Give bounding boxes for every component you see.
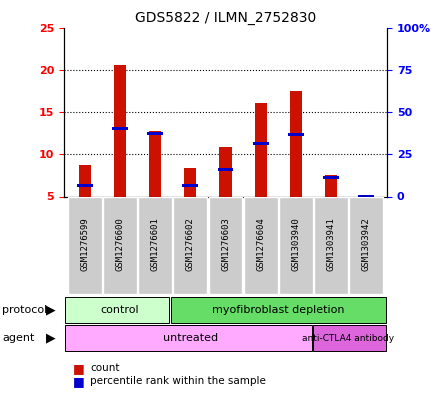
Text: GSM1276599: GSM1276599	[81, 217, 89, 270]
Text: ■: ■	[73, 362, 84, 375]
Bar	[182, 184, 198, 187]
FancyBboxPatch shape	[65, 297, 169, 323]
Bar	[112, 127, 128, 130]
Bar	[184, 168, 197, 196]
Bar	[323, 176, 339, 178]
Text: count: count	[90, 363, 120, 373]
Text: GSM1303941: GSM1303941	[326, 217, 335, 270]
Text: anti-CTLA4 antibody: anti-CTLA4 antibody	[302, 334, 395, 343]
FancyBboxPatch shape	[279, 197, 313, 294]
FancyBboxPatch shape	[138, 197, 172, 294]
Bar	[254, 103, 267, 196]
Text: agent: agent	[2, 333, 35, 343]
Text: GSM1276604: GSM1276604	[256, 217, 265, 270]
Bar	[288, 133, 304, 136]
FancyBboxPatch shape	[68, 197, 102, 294]
Bar	[325, 174, 337, 196]
Text: ■: ■	[73, 375, 84, 388]
Text: GSM1276601: GSM1276601	[150, 217, 160, 270]
Text: ▶: ▶	[46, 303, 55, 317]
Bar	[77, 184, 93, 187]
Text: myofibroblast depletion: myofibroblast depletion	[212, 305, 345, 315]
Text: percentile rank within the sample: percentile rank within the sample	[90, 376, 266, 386]
Bar	[149, 130, 161, 196]
FancyBboxPatch shape	[244, 197, 278, 294]
Text: untreated: untreated	[163, 333, 218, 343]
Text: GSM1276600: GSM1276600	[116, 217, 125, 270]
Bar	[253, 142, 269, 145]
Text: GSM1303940: GSM1303940	[291, 217, 301, 270]
Text: ▶: ▶	[46, 332, 55, 345]
FancyBboxPatch shape	[209, 197, 242, 294]
Bar	[217, 168, 234, 171]
Text: GSM1303942: GSM1303942	[362, 217, 370, 270]
Bar	[79, 165, 91, 196]
Bar	[358, 195, 374, 198]
FancyBboxPatch shape	[171, 297, 386, 323]
Bar	[220, 147, 231, 196]
Text: protocol: protocol	[2, 305, 48, 315]
Title: GDS5822 / ILMN_2752830: GDS5822 / ILMN_2752830	[135, 11, 316, 25]
FancyBboxPatch shape	[314, 197, 348, 294]
FancyBboxPatch shape	[103, 197, 137, 294]
FancyBboxPatch shape	[173, 197, 207, 294]
FancyBboxPatch shape	[65, 325, 312, 351]
Bar	[290, 91, 302, 196]
Text: control: control	[101, 305, 139, 315]
Bar	[114, 65, 126, 196]
FancyBboxPatch shape	[349, 197, 383, 294]
Bar	[147, 132, 163, 135]
Text: GSM1276603: GSM1276603	[221, 217, 230, 270]
Text: GSM1276602: GSM1276602	[186, 217, 195, 270]
FancyBboxPatch shape	[313, 325, 386, 351]
